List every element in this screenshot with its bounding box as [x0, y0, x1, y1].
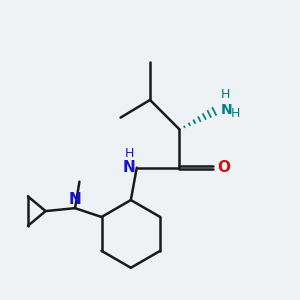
Text: N: N	[122, 160, 135, 175]
Text: N: N	[69, 192, 81, 207]
Text: O: O	[217, 160, 230, 175]
Text: H: H	[125, 147, 134, 160]
Text: N: N	[221, 103, 232, 117]
Text: H: H	[230, 107, 240, 120]
Text: H: H	[221, 88, 230, 101]
